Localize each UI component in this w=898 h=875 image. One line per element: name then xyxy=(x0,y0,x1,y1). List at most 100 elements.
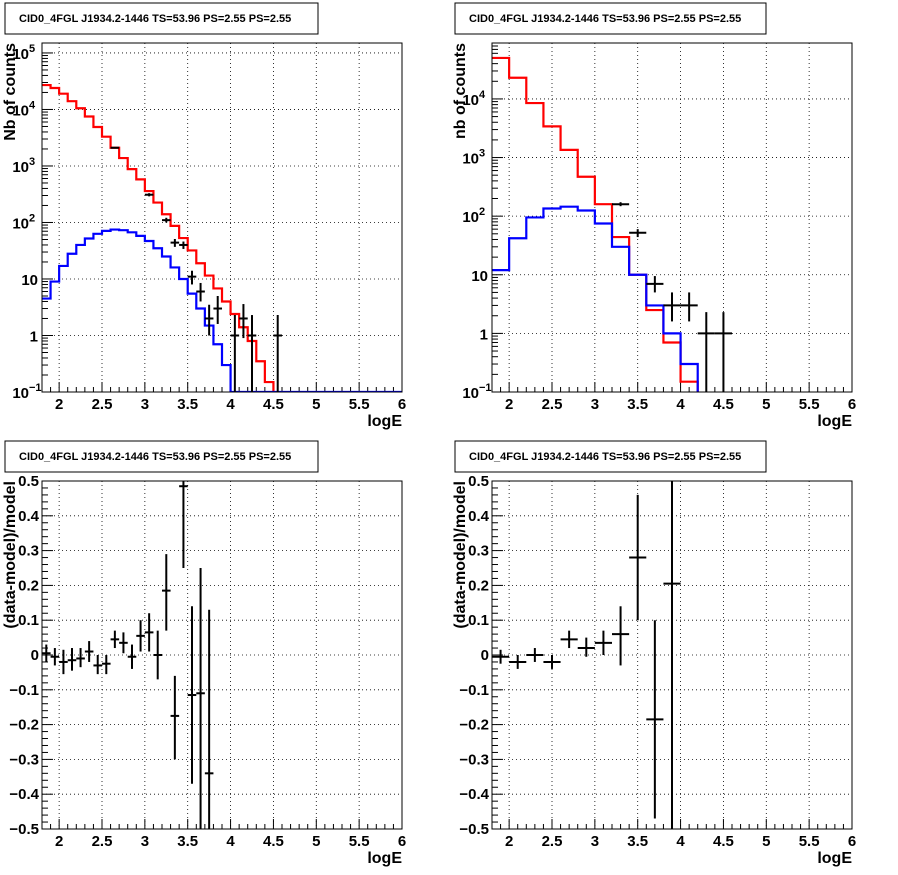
y-tick-label: −0.1 xyxy=(9,682,39,699)
histogram-series-1 xyxy=(42,83,275,392)
y-tick-label: 0.2 xyxy=(18,577,39,594)
data-point xyxy=(179,481,188,568)
x-tick-label: 6 xyxy=(848,833,856,850)
data-point xyxy=(663,481,681,829)
chart-panel-4: 2 2.5 3 3.5 4 4.5 5 5.5 6 −0.5 −0.4 −0.3 −0.2 −0.1 0 0.… xyxy=(452,440,856,867)
grid xyxy=(42,481,402,829)
y-axis-title: (data-model)/model xyxy=(452,481,469,629)
x-tick-label: 6 xyxy=(848,396,856,413)
data-point xyxy=(196,568,205,829)
title-box xyxy=(454,440,767,473)
y-axis-title: Nb of counts xyxy=(2,43,19,141)
x-tick-label: 2 xyxy=(505,833,513,850)
x-tick-label: 4.5 xyxy=(713,833,734,850)
x-tick-label: 3.5 xyxy=(177,396,198,413)
y-tick-label: −0.2 xyxy=(9,717,39,734)
plot-area xyxy=(42,43,402,392)
y-tick-label: 10 xyxy=(12,102,29,119)
plot-frame xyxy=(491,42,853,393)
chart-title: CID0_4FGL J1934.2-1446 TS=53.96 PS=2.55 … xyxy=(469,451,741,463)
data-point xyxy=(680,292,698,322)
data-point xyxy=(42,644,51,662)
y-tick-exponent: 2 xyxy=(479,206,485,218)
x-tick-label: 3 xyxy=(591,833,599,850)
ticks xyxy=(41,52,403,393)
y-tick-label: 10 xyxy=(462,209,479,226)
data-points xyxy=(110,146,282,392)
histogram-series-2 xyxy=(42,228,402,392)
data-points xyxy=(42,481,214,829)
y-tick-label: 10 xyxy=(462,151,479,168)
y-tick-exponent: 4 xyxy=(29,99,36,111)
data-point xyxy=(50,648,60,666)
data-point xyxy=(84,641,94,662)
x-axis-title: logE xyxy=(367,850,402,867)
x-tick-label: 5 xyxy=(312,833,320,850)
y-tick-label: −0.3 xyxy=(459,751,489,768)
data-point xyxy=(646,620,664,819)
data-point xyxy=(239,304,248,339)
data-point xyxy=(119,632,128,654)
chart-title: CID0_4FGL J1934.2-1446 TS=53.96 PS=2.55 … xyxy=(469,13,741,25)
y-tick-label: 0 xyxy=(481,647,489,664)
data-point xyxy=(67,648,77,671)
data-point xyxy=(594,630,612,655)
data-point xyxy=(663,292,681,322)
x-tick-label: 3 xyxy=(591,396,599,413)
x-tick-label: 4 xyxy=(226,833,235,850)
y-axis-title: nb of counts xyxy=(452,43,469,139)
ticks xyxy=(491,480,853,830)
data-point xyxy=(127,644,137,669)
ticks xyxy=(41,480,403,830)
x-tick-label: 3 xyxy=(141,833,149,850)
data-point xyxy=(110,146,120,149)
x-axis-title: logE xyxy=(367,413,402,430)
data-point xyxy=(144,193,154,197)
x-tick-label: 4.5 xyxy=(713,396,734,413)
plot-frame xyxy=(41,480,403,830)
y-tick-label: 0.1 xyxy=(468,612,489,629)
plot-area xyxy=(492,43,852,392)
y-tick-labels: −0.5 −0.4 −0.3 −0.2 −0.1 0 0.1 0.2 0.3 0.4 0.5 xyxy=(459,473,489,838)
data-point xyxy=(629,229,647,238)
data-point xyxy=(612,606,630,666)
data-point xyxy=(213,295,222,324)
data-point xyxy=(492,649,510,664)
x-tick-label: 2.5 xyxy=(542,396,563,413)
chart-title: CID0_4FGL J1934.2-1446 TS=53.96 PS=2.55 … xyxy=(19,451,291,463)
data-point xyxy=(93,655,102,675)
title-box xyxy=(454,2,767,35)
data-point xyxy=(179,241,188,249)
y-tick-label: 10 xyxy=(12,385,29,402)
data-points xyxy=(612,202,732,392)
data-point xyxy=(144,613,154,652)
x-tick-label: 5.5 xyxy=(349,833,370,850)
y-tick-label: −0.4 xyxy=(9,786,39,803)
data-point xyxy=(697,312,715,392)
data-layer xyxy=(492,56,732,392)
y-tick-label: 1 xyxy=(30,328,38,345)
x-tick-label: 4.5 xyxy=(263,833,284,850)
y-tick-label: 0.4 xyxy=(468,508,490,525)
x-tick-label: 5.5 xyxy=(349,396,370,413)
data-points xyxy=(492,481,681,829)
x-tick-label: 2 xyxy=(505,396,513,413)
data-point xyxy=(170,239,180,247)
x-tick-label: 3 xyxy=(141,396,149,413)
x-tick-label: 5 xyxy=(312,396,320,413)
plot-frame xyxy=(491,480,853,830)
x-tick-labels: 2 2.5 3 3.5 4 4.5 5 5.5 6 xyxy=(55,396,406,413)
histogram-series-2 xyxy=(492,205,699,392)
x-tick-label: 4 xyxy=(676,396,685,413)
y-tick-label: 10 xyxy=(21,272,38,289)
x-tick-label: 4.5 xyxy=(263,396,284,413)
x-axis-title: logE xyxy=(817,413,852,430)
data-point xyxy=(560,630,578,649)
data-point xyxy=(509,655,527,669)
data-point xyxy=(273,315,282,392)
y-tick-exponent: 3 xyxy=(479,148,485,160)
